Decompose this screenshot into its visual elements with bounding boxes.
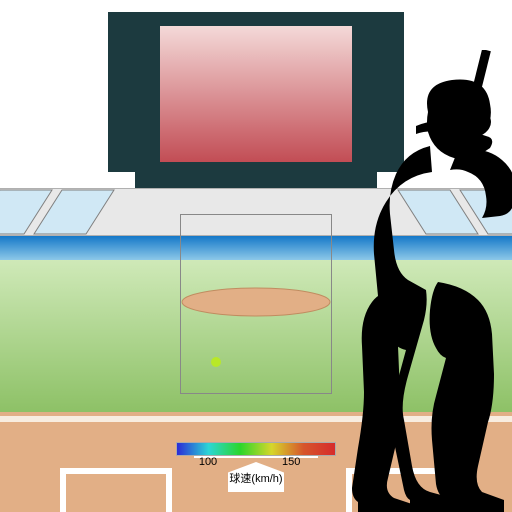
chalk-line — [60, 468, 66, 512]
chalk-line — [60, 468, 172, 474]
chalk-line — [166, 468, 172, 512]
pitch-location-viewer: 100 150 球速(km/h) — [0, 0, 512, 512]
pitch-marker[interactable] — [211, 357, 221, 367]
speed-legend-label: 球速(km/h) — [229, 470, 282, 486]
speed-legend-tick: 150 — [282, 456, 300, 468]
batter-silhouette — [310, 50, 512, 512]
speed-legend-tick: 100 — [199, 456, 217, 468]
